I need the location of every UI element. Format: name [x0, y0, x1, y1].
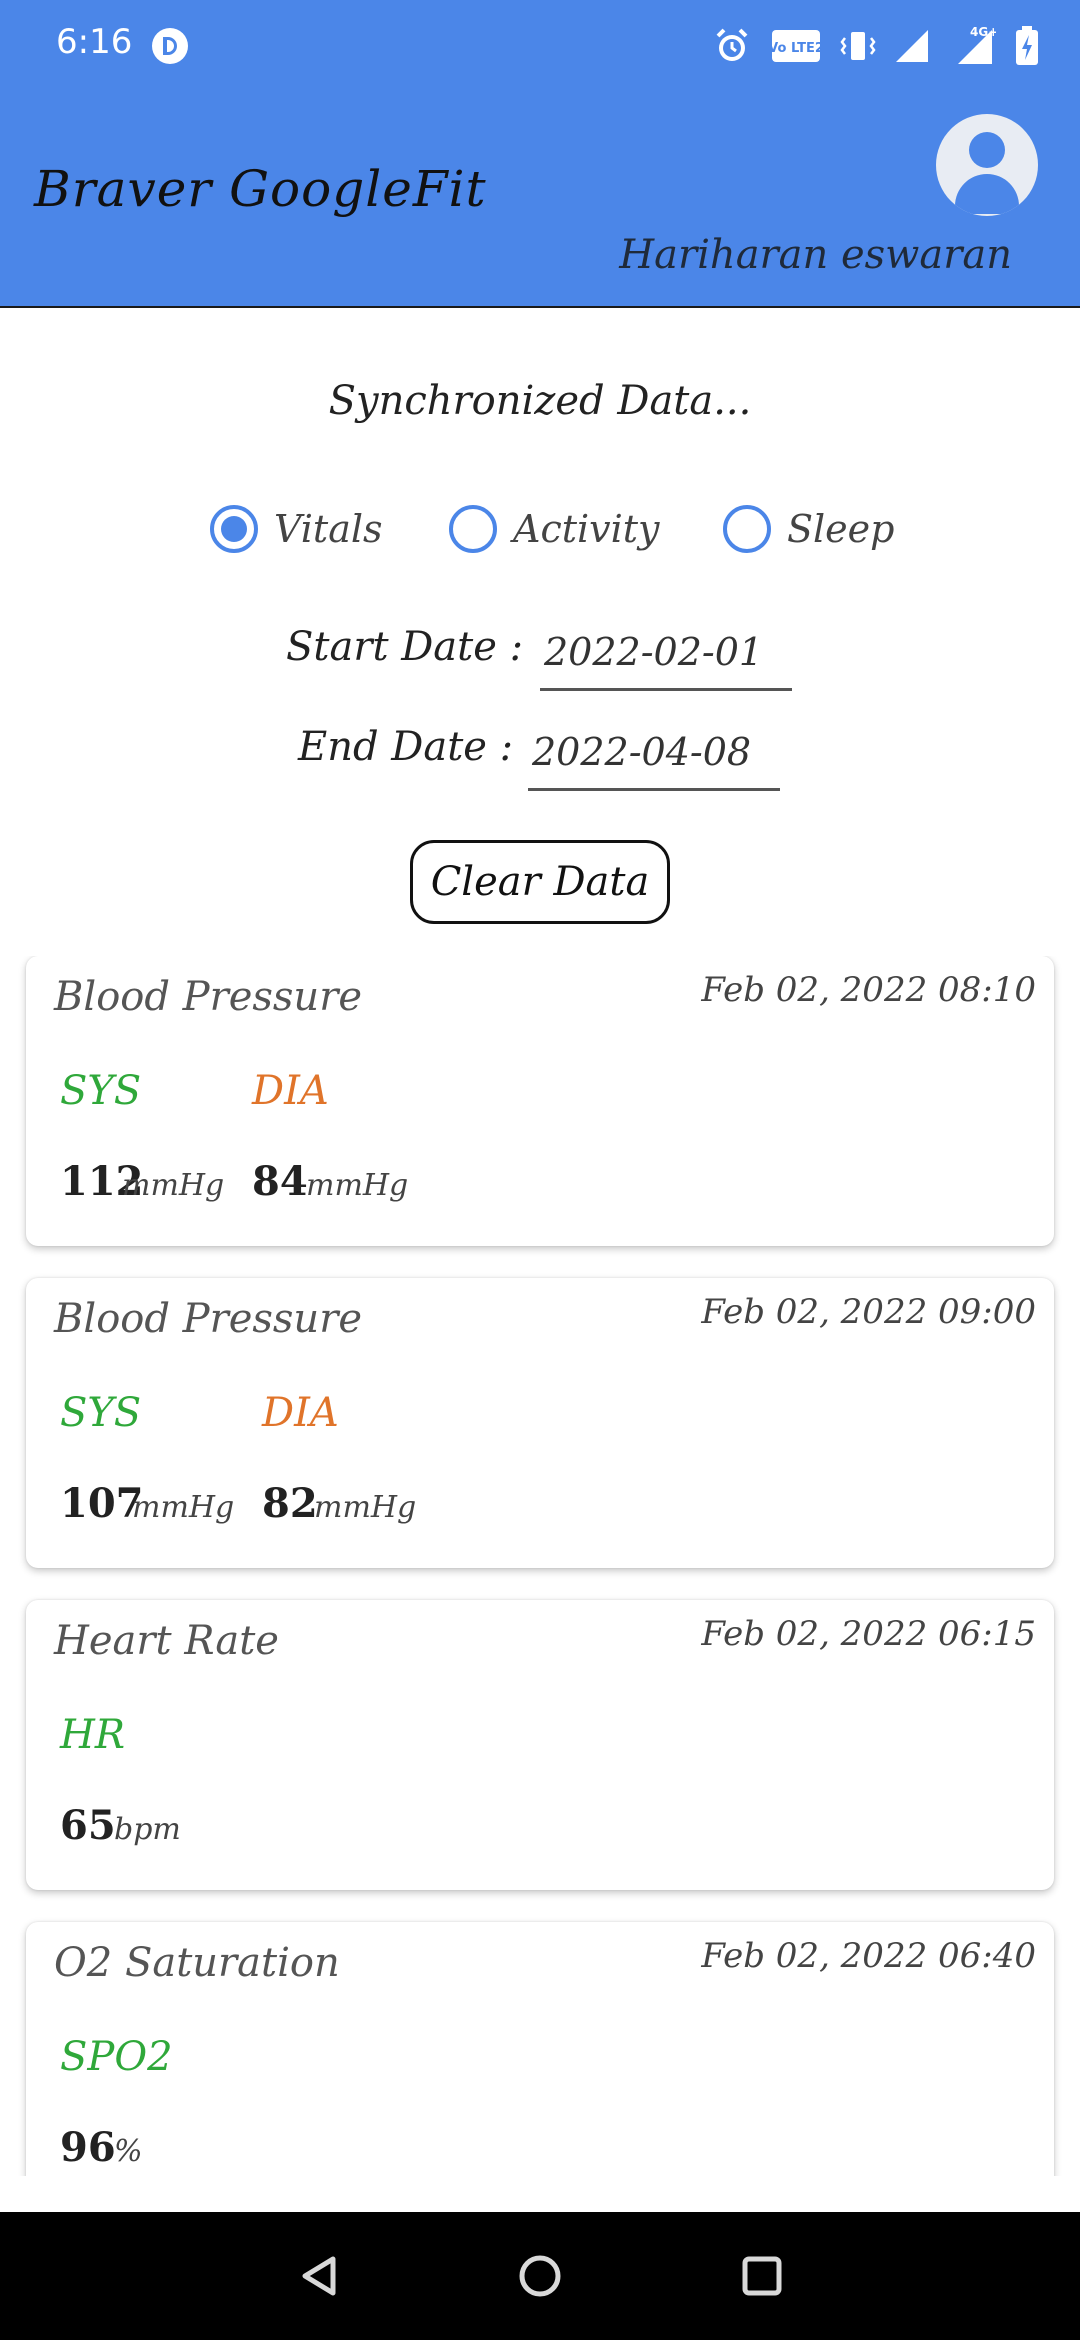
alarm-icon [716, 28, 748, 61]
p-app-icon [152, 28, 188, 64]
dia-value: 82 [262, 1480, 318, 1527]
status-icons: Vo LTE2 4G+ [712, 24, 1040, 68]
dia-unit: mmHg [314, 1490, 417, 1525]
app-bar: 6:16 Vo LTE2 4G+ Braver GoogleF [0, 0, 1080, 308]
card-timestamp: Feb 02, 2022 06:40 [701, 1936, 1036, 1976]
section-title: Synchronized Data... [328, 378, 752, 424]
radio-sleep[interactable]: Sleep [723, 505, 895, 553]
volte-icon: Vo LTE2 [770, 30, 822, 62]
sys-value: 107 [60, 1480, 144, 1527]
spo2-unit: % [114, 2134, 143, 2169]
data-type-radio-group: Vitals Activity Sleep [0, 505, 1080, 569]
spo2-label: SPO2 [60, 2034, 173, 2080]
vital-card[interactable]: Heart Rate Feb 02, 2022 06:15 HR 65 bpm [26, 1600, 1054, 1890]
recents-button[interactable] [702, 2212, 822, 2340]
sys-unit: mmHg [122, 1168, 225, 1203]
radio-activity-circle[interactable] [449, 505, 497, 553]
status-time: 6:16 [56, 22, 133, 62]
home-icon [519, 2255, 561, 2297]
dia-value: 84 [252, 1158, 308, 1205]
dia-label: DIA [262, 1390, 339, 1436]
sys-label: SYS [60, 1390, 142, 1436]
card-title: Blood Pressure [54, 974, 362, 1020]
clear-data-button[interactable]: Clear Data [410, 840, 670, 924]
radio-activity-label: Activity [513, 507, 660, 551]
spo2-value: 96 [60, 2124, 116, 2171]
end-date-label: End Date : [298, 724, 514, 770]
end-date-row: End Date : 2022-04-08 [0, 724, 1080, 794]
card-timestamp: Feb 02, 2022 06:15 [701, 1614, 1036, 1654]
card-title: O2 Saturation [54, 1940, 340, 1986]
card-timestamp: Feb 02, 2022 08:10 [701, 970, 1036, 1010]
radio-vitals-label: Vitals [274, 507, 383, 551]
end-date-field[interactable]: 2022-04-08 [528, 724, 780, 791]
avatar-icon[interactable] [936, 114, 1038, 216]
radio-sleep-label: Sleep [787, 507, 895, 551]
user-name: Hariharan eswaran [619, 232, 1012, 278]
vital-card[interactable]: O2 Saturation Feb 02, 2022 06:40 SPO2 96… [26, 1922, 1054, 2176]
dia-unit: mmHg [306, 1168, 409, 1203]
sys-label: SYS [60, 1068, 142, 1114]
hr-value: 65 [60, 1802, 116, 1849]
system-nav-bar [0, 2212, 1080, 2340]
sys-value: 112 [60, 1158, 144, 1205]
recents-icon [742, 2256, 782, 2296]
radio-sleep-circle[interactable] [723, 505, 771, 553]
back-button[interactable] [260, 2212, 380, 2340]
network-type: 4G+ [970, 25, 996, 39]
vital-card[interactable]: Blood Pressure Feb 02, 2022 08:10 SYS DI… [26, 956, 1054, 1246]
start-date-label: Start Date : [286, 624, 524, 670]
card-title: Heart Rate [54, 1618, 279, 1664]
app-title: Braver GoogleFit [34, 160, 487, 218]
hr-unit: bpm [114, 1812, 181, 1847]
dia-label: DIA [252, 1068, 329, 1114]
battery-charging-icon [1016, 26, 1038, 65]
volte-text: Vo LTE2 [770, 41, 822, 56]
radio-activity[interactable]: Activity [449, 505, 660, 553]
vitals-list[interactable]: Blood Pressure Feb 02, 2022 08:10 SYS DI… [0, 956, 1080, 2176]
hr-label: HR [60, 1712, 125, 1758]
card-timestamp: Feb 02, 2022 09:00 [701, 1292, 1036, 1332]
4g-signal-icon: 4G+ [958, 25, 996, 64]
start-date-field[interactable]: 2022-02-01 [540, 624, 792, 691]
signal-icon [896, 30, 928, 62]
start-date-row: Start Date : 2022-02-01 [0, 624, 1080, 694]
vital-card[interactable]: Blood Pressure Feb 02, 2022 09:00 SYS DI… [26, 1278, 1054, 1568]
radio-vitals[interactable]: Vitals [210, 505, 383, 553]
sys-unit: mmHg [132, 1490, 235, 1525]
vibrate-icon [840, 32, 876, 60]
home-button[interactable] [480, 2212, 600, 2340]
back-icon [302, 2256, 336, 2296]
radio-vitals-circle[interactable] [210, 505, 258, 553]
card-title: Blood Pressure [54, 1296, 362, 1342]
